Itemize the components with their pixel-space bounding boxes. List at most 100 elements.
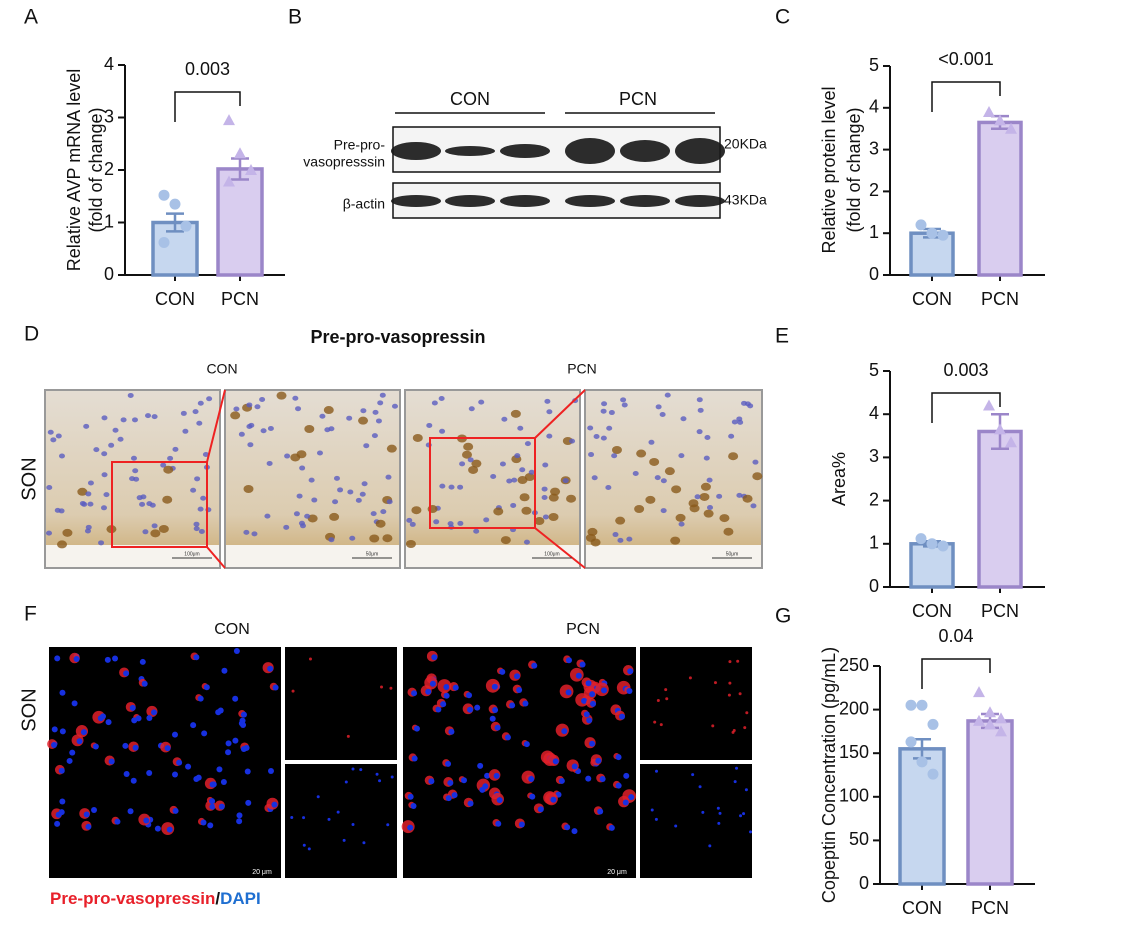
dapi (209, 803, 216, 810)
y-axis-label: Relative protein level (819, 86, 839, 253)
data-point (915, 219, 927, 231)
dapi (127, 808, 134, 815)
dapi (599, 775, 606, 782)
cell (591, 475, 598, 481)
red-signal (745, 711, 749, 715)
x-tick-label: PCN (981, 601, 1019, 621)
cell (664, 467, 675, 476)
dapi (59, 728, 66, 735)
red-signal (732, 729, 736, 733)
cell (47, 429, 54, 435)
cell (542, 462, 549, 468)
cell (246, 402, 253, 408)
cell (433, 519, 440, 525)
cell (703, 509, 714, 518)
dapi (718, 811, 722, 815)
cell (471, 459, 482, 468)
dapi (154, 825, 161, 832)
panel-label: B (288, 6, 302, 29)
cell (46, 530, 53, 536)
cell (541, 494, 548, 500)
cell (93, 447, 100, 453)
band (391, 195, 441, 207)
dapi (150, 709, 157, 716)
cell (360, 408, 367, 414)
dapi (552, 758, 559, 765)
cell (694, 494, 701, 500)
cell (467, 457, 474, 463)
cell (139, 501, 146, 507)
cell (101, 472, 108, 478)
legend-red: Pre-pro-vasopressin (50, 889, 215, 908)
dapi (477, 762, 484, 769)
cell (501, 416, 508, 422)
cell (355, 497, 362, 503)
cell (671, 485, 682, 494)
cell (131, 417, 138, 423)
cell (605, 485, 612, 491)
dapi (561, 728, 568, 735)
scale-label: 50μm (366, 551, 379, 557)
dapi (240, 721, 247, 728)
dapi (411, 690, 418, 697)
dapi (164, 745, 171, 752)
red-signal (291, 689, 295, 693)
y-tick-label: 4 (869, 403, 879, 423)
data-point (916, 756, 928, 768)
cell (117, 436, 124, 442)
p-value: 0.003 (943, 360, 988, 380)
cell (707, 505, 714, 511)
dapi (529, 793, 536, 800)
dapi (615, 782, 622, 789)
cell (247, 442, 254, 448)
y-tick-label: 250 (839, 655, 869, 675)
dapi (448, 728, 455, 735)
y-tick-label: 3 (869, 138, 879, 158)
cell (79, 500, 86, 506)
data-point (1005, 122, 1017, 134)
cell (133, 476, 140, 482)
dapi (585, 680, 592, 687)
error-bar (166, 212, 184, 233)
cell (233, 406, 240, 412)
band (675, 195, 725, 207)
cell (206, 396, 213, 402)
dapi (386, 823, 390, 827)
cell (528, 469, 535, 475)
p-value: 0.04 (938, 626, 973, 646)
blot-strip (392, 126, 721, 173)
cell (510, 409, 521, 418)
dapi (509, 702, 516, 709)
dapi (143, 817, 150, 824)
row-label: SON (18, 457, 40, 500)
cell (243, 484, 254, 493)
dapi (590, 700, 597, 707)
dapi (619, 713, 626, 720)
dapi (216, 766, 223, 773)
dapi (193, 775, 200, 782)
cell (363, 443, 370, 449)
cell (634, 504, 645, 513)
scale-label: 100μm (184, 551, 199, 557)
cell (182, 428, 189, 434)
dapi (51, 726, 58, 733)
zoom-line (206, 546, 226, 569)
cell (700, 482, 711, 491)
dapi (302, 816, 306, 820)
cell (85, 524, 92, 530)
cell (120, 417, 127, 423)
cell (542, 514, 549, 520)
fluorescence-image (640, 764, 752, 878)
dapi (232, 737, 239, 744)
cell (194, 476, 201, 482)
cell (750, 503, 757, 509)
dapi (58, 767, 65, 774)
cell (612, 532, 619, 538)
cell (198, 529, 205, 535)
cell (636, 449, 647, 458)
dapi (51, 742, 58, 749)
x-tick-label: CON (155, 289, 195, 309)
cell (742, 494, 753, 503)
red-signal (728, 660, 732, 664)
significance-bracket (931, 392, 1001, 423)
